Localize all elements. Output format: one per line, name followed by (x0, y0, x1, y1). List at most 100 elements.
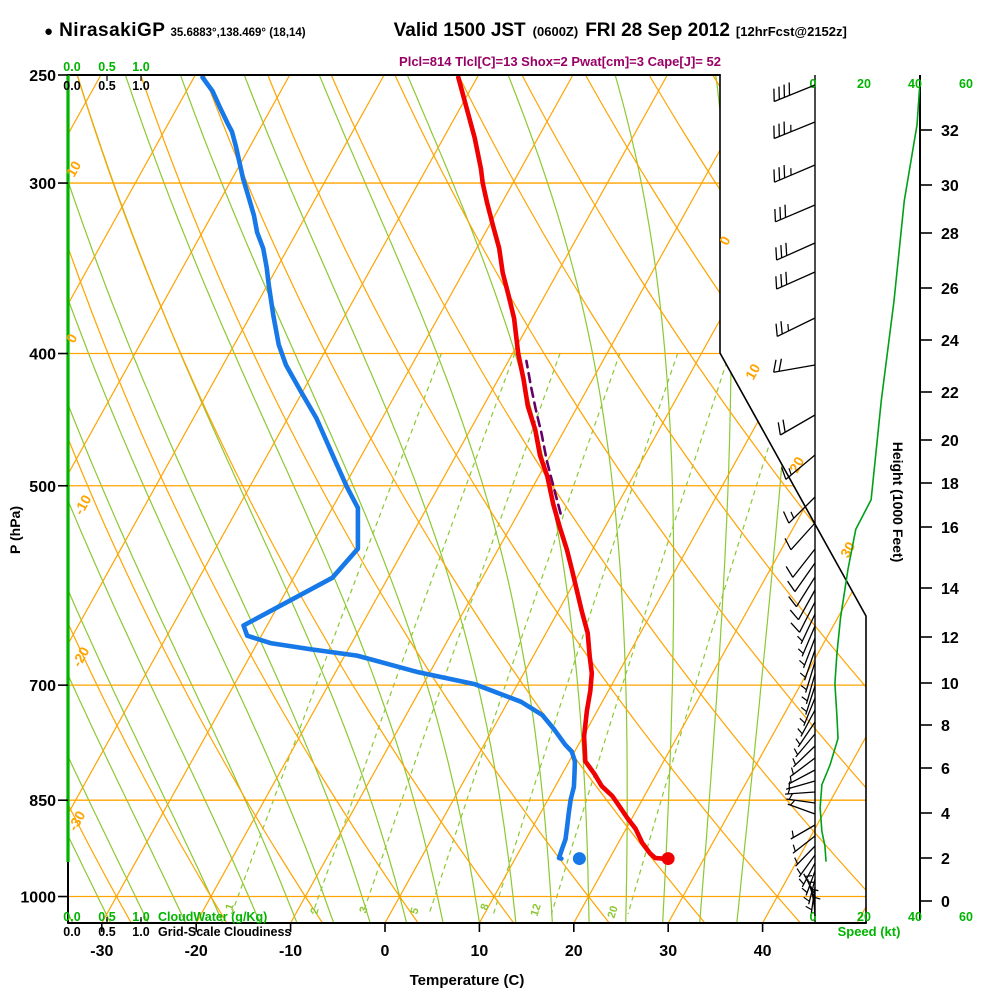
wind-barb-half-feather (803, 896, 810, 902)
wind-barb-feather (787, 580, 796, 593)
wind-barb-shaft (787, 803, 816, 815)
wind-barb-shaft (788, 769, 816, 785)
wind-barb-feather (783, 121, 786, 135)
plot-right-boundary (719, 74, 867, 924)
wind-barb-feather (773, 88, 775, 102)
wind-barb-feather (785, 242, 788, 256)
wind-barb-feather (777, 422, 782, 436)
isotherm-label-right: 30 (837, 539, 859, 561)
height-tick-label: 30 (941, 178, 959, 195)
wind-barb-shaft (790, 824, 816, 840)
height-tick-label: 22 (941, 385, 959, 402)
wind-barb-half-feather (793, 748, 799, 755)
cloudiness-scale-value-top: 0.5 (98, 79, 115, 93)
wind-barb-feather (775, 247, 778, 261)
mixing-ratio-label: 20 (606, 904, 621, 919)
height-tick-label: 20 (941, 433, 959, 450)
wind-barb-shaft (805, 673, 816, 704)
mixing-ratio-line (428, 352, 621, 915)
chart-title: ● NirasakiGP 35.6883°,138.469° (18,14) V… (44, 20, 847, 42)
moist-adiabat-line (68, 75, 155, 923)
valid-time: Valid 1500 JST (393, 20, 526, 41)
wind-barb (800, 685, 816, 715)
wind-barb (787, 562, 816, 593)
cloudwater-scale-title: CloudWater (g/Kg) (158, 910, 267, 924)
wind-barb-shaft (798, 601, 816, 633)
cloudiness-scale-value-top: 1.0 (132, 79, 149, 93)
wind-barb-half-feather (790, 799, 796, 806)
wind-barb-half-feather (790, 124, 792, 132)
pressure-tick-label: 700 (29, 678, 56, 695)
wind-barb-shaft (785, 780, 816, 790)
wind-barb (773, 121, 816, 140)
mixing-ratio-label: 1 (223, 902, 236, 912)
moist-adiabat-line (68, 75, 192, 923)
wind-barb-shaft (773, 121, 816, 140)
wind-barb-feather (784, 538, 792, 551)
isotherm-line (762, 75, 866, 923)
wind-barb-feather (788, 596, 797, 608)
wind-barb-shaft (775, 204, 816, 223)
dry-adiabat-line (267, 75, 802, 923)
isotherm-line (195, 75, 668, 923)
dry-adiabat-line (903, 75, 1000, 923)
temperature-axis-title: Temperature (C) (410, 972, 525, 989)
speed-tick-label-bottom: 40 (908, 910, 922, 924)
wind-barb-half-feather (799, 717, 806, 724)
moist-adiabat-line (177, 75, 482, 923)
station-bullet-icon: ● (44, 23, 54, 40)
skewt-background-grid (68, 75, 1000, 923)
wind-barb-half-feather (797, 635, 803, 642)
speed-tick-label-top: 0 (810, 77, 817, 91)
wind-barb-feather (780, 274, 783, 287)
surface-temperature-dot (661, 852, 675, 866)
wind-barb (798, 862, 816, 888)
wind-barb-shaft (780, 414, 816, 436)
isotherm-label-left: 0 (63, 331, 81, 346)
isotherm-line (384, 75, 857, 923)
mixing-ratio-label: 2 (308, 906, 321, 916)
wind-barb-feather (785, 271, 788, 285)
wind-barb (782, 496, 816, 524)
speed-tick-label-top: 60 (959, 77, 973, 91)
wind-barb-half-feather (805, 905, 813, 911)
wind-barb-shaft (797, 589, 816, 621)
wind-barb-shaft (773, 364, 816, 373)
temperature-tick-label: 30 (659, 943, 677, 960)
height-tick-label: 16 (941, 520, 959, 537)
wind-barb-shaft (805, 661, 816, 693)
height-tick-label: 28 (941, 226, 959, 243)
forecast-info: [12hrFcst@2152z] (735, 24, 847, 39)
moist-adiabat-line (404, 75, 590, 923)
wind-barb-feather (781, 467, 787, 480)
wind-barb (799, 649, 816, 681)
wind-barb-shaft (788, 496, 816, 524)
wind-barb (790, 757, 816, 777)
wind-barb-shaft (773, 84, 816, 103)
wind-barb (801, 870, 816, 896)
wind-barb-half-feather (797, 728, 803, 735)
dry-adiabat-line (203, 75, 706, 923)
speed-axis-title: Speed (kt) (838, 924, 901, 939)
wind-barb-shaft (776, 242, 816, 261)
wind-barb-half-feather (801, 696, 808, 702)
wind-barb (785, 548, 816, 578)
moist-adiabat-line (68, 75, 375, 923)
speed-tick-label-top: 20 (857, 77, 871, 91)
dry-adiabat-line (712, 75, 866, 923)
temperature-tick-label: -30 (90, 943, 113, 960)
wind-barb (793, 733, 816, 758)
isotherm-line (68, 75, 480, 923)
wind-barb-shaft (800, 709, 816, 737)
cloudiness-scale-value-top: 0.0 (63, 79, 80, 93)
wind-barb-shaft (800, 613, 816, 645)
wind-barb-feather (790, 622, 801, 633)
dry-adiabat-line (584, 75, 866, 923)
wind-barb-feather (778, 358, 783, 372)
wind-barb-half-feather (789, 775, 792, 783)
sounding-curves (200, 75, 675, 866)
height-tick-label: 26 (941, 281, 959, 298)
mixing-ratio-label: 5 (408, 906, 421, 916)
wind-barb-half-feather (790, 767, 795, 775)
